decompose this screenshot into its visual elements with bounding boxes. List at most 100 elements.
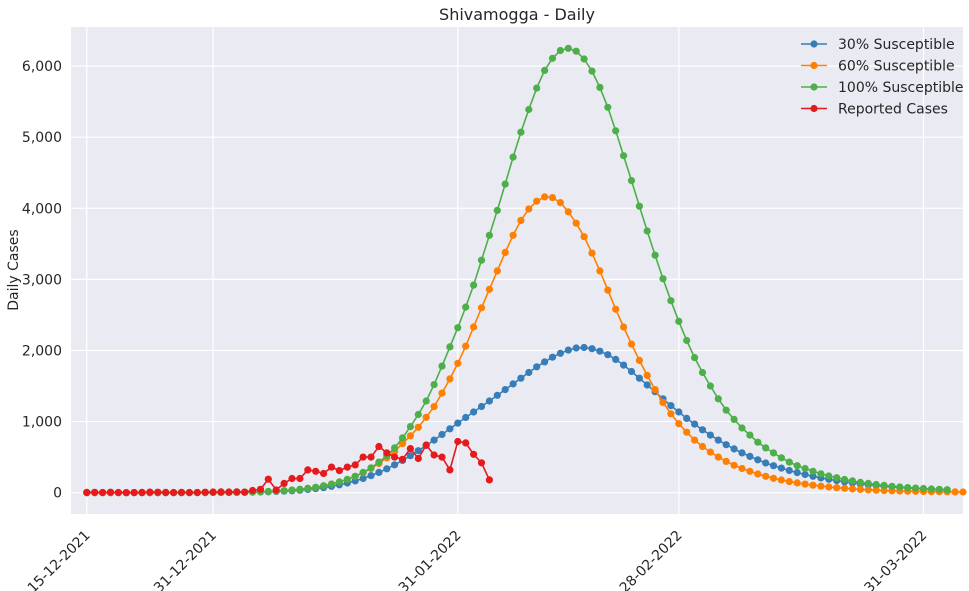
data-point bbox=[517, 216, 525, 224]
data-point bbox=[280, 487, 288, 495]
data-point bbox=[833, 484, 841, 492]
data-point bbox=[241, 488, 249, 496]
data-point bbox=[391, 444, 399, 452]
data-point bbox=[580, 233, 588, 241]
data-point bbox=[525, 105, 533, 114]
data-point bbox=[462, 439, 470, 447]
data-point bbox=[225, 488, 233, 496]
series-reported-cases bbox=[83, 437, 493, 497]
data-point bbox=[264, 487, 272, 496]
data-point bbox=[706, 382, 715, 390]
data-point bbox=[541, 66, 549, 74]
data-point bbox=[959, 488, 967, 496]
data-point bbox=[604, 351, 612, 359]
data-point bbox=[785, 478, 793, 486]
data-point bbox=[414, 447, 422, 455]
data-point bbox=[327, 463, 336, 471]
data-point bbox=[296, 474, 304, 483]
data-point bbox=[927, 485, 936, 493]
data-point bbox=[541, 193, 549, 201]
data-point bbox=[588, 345, 596, 353]
data-point bbox=[146, 488, 154, 496]
data-point bbox=[627, 177, 636, 185]
data-point bbox=[825, 472, 833, 480]
data-point bbox=[643, 381, 651, 389]
data-point bbox=[485, 476, 493, 484]
data-point bbox=[714, 453, 722, 461]
data-point bbox=[564, 44, 572, 52]
x-axis: 15-12-2021 31-12-2021 31-01-2022 28-02-2022… bbox=[25, 528, 931, 591]
y-axis: 0 1,000 2,000 3,000 4,000 5,000 6,000 bbox=[22, 59, 62, 502]
data-point bbox=[620, 361, 628, 369]
data-point bbox=[872, 480, 880, 489]
data-point bbox=[651, 251, 659, 259]
data-point bbox=[691, 354, 699, 362]
data-point bbox=[462, 303, 470, 311]
data-point bbox=[91, 488, 99, 496]
x-tick-label: 15-12-2021 bbox=[25, 528, 94, 591]
data-point bbox=[754, 470, 762, 478]
data-point bbox=[138, 488, 146, 496]
data-point bbox=[754, 438, 762, 446]
x-tick-label: 31-03-2022 bbox=[862, 528, 931, 591]
data-point bbox=[746, 467, 754, 475]
data-point bbox=[848, 485, 857, 493]
data-point bbox=[438, 362, 446, 370]
data-point bbox=[698, 442, 707, 451]
legend-marker bbox=[810, 83, 818, 91]
legend-marker bbox=[810, 104, 818, 113]
data-point bbox=[398, 434, 407, 442]
data-point bbox=[422, 397, 430, 405]
data-point bbox=[919, 484, 928, 493]
data-point bbox=[912, 484, 920, 492]
data-point bbox=[762, 472, 770, 480]
data-point bbox=[209, 488, 217, 496]
data-point bbox=[556, 46, 565, 55]
data-point bbox=[769, 474, 778, 482]
data-point bbox=[675, 420, 683, 428]
data-point bbox=[533, 84, 541, 92]
data-point bbox=[335, 467, 343, 475]
plot-area bbox=[71, 27, 963, 514]
data-point bbox=[643, 227, 651, 235]
data-point bbox=[162, 488, 170, 496]
data-point bbox=[454, 324, 462, 332]
data-point bbox=[730, 445, 738, 453]
data-point bbox=[777, 464, 786, 472]
data-point bbox=[691, 420, 699, 428]
data-point bbox=[683, 428, 691, 436]
data-point bbox=[841, 484, 849, 492]
y-tick-label: 5,000 bbox=[22, 130, 62, 146]
data-point bbox=[872, 486, 880, 494]
data-point bbox=[470, 450, 478, 458]
data-point bbox=[754, 456, 762, 464]
data-point bbox=[683, 336, 691, 345]
data-point bbox=[651, 386, 659, 394]
data-point bbox=[406, 432, 414, 440]
data-point bbox=[193, 488, 201, 497]
data-point bbox=[738, 449, 746, 457]
data-point bbox=[635, 356, 644, 364]
data-point bbox=[430, 381, 438, 389]
data-point bbox=[612, 355, 620, 363]
data-point bbox=[343, 475, 351, 484]
chart-title: Shivamogga - Daily bbox=[439, 5, 595, 24]
data-point bbox=[762, 444, 770, 452]
data-point bbox=[864, 479, 872, 487]
data-point bbox=[604, 286, 612, 294]
data-point bbox=[888, 482, 896, 490]
data-point bbox=[320, 482, 328, 490]
x-tick-label: 31-12-2021 bbox=[151, 528, 220, 591]
data-point bbox=[833, 474, 841, 482]
data-point bbox=[785, 466, 793, 475]
data-point bbox=[793, 479, 801, 487]
data-point bbox=[572, 47, 580, 55]
data-point bbox=[154, 488, 162, 496]
data-point bbox=[769, 449, 778, 457]
data-point bbox=[256, 485, 265, 493]
data-point bbox=[501, 180, 509, 188]
data-point bbox=[264, 475, 272, 483]
data-point bbox=[493, 267, 501, 275]
data-point bbox=[477, 402, 486, 411]
